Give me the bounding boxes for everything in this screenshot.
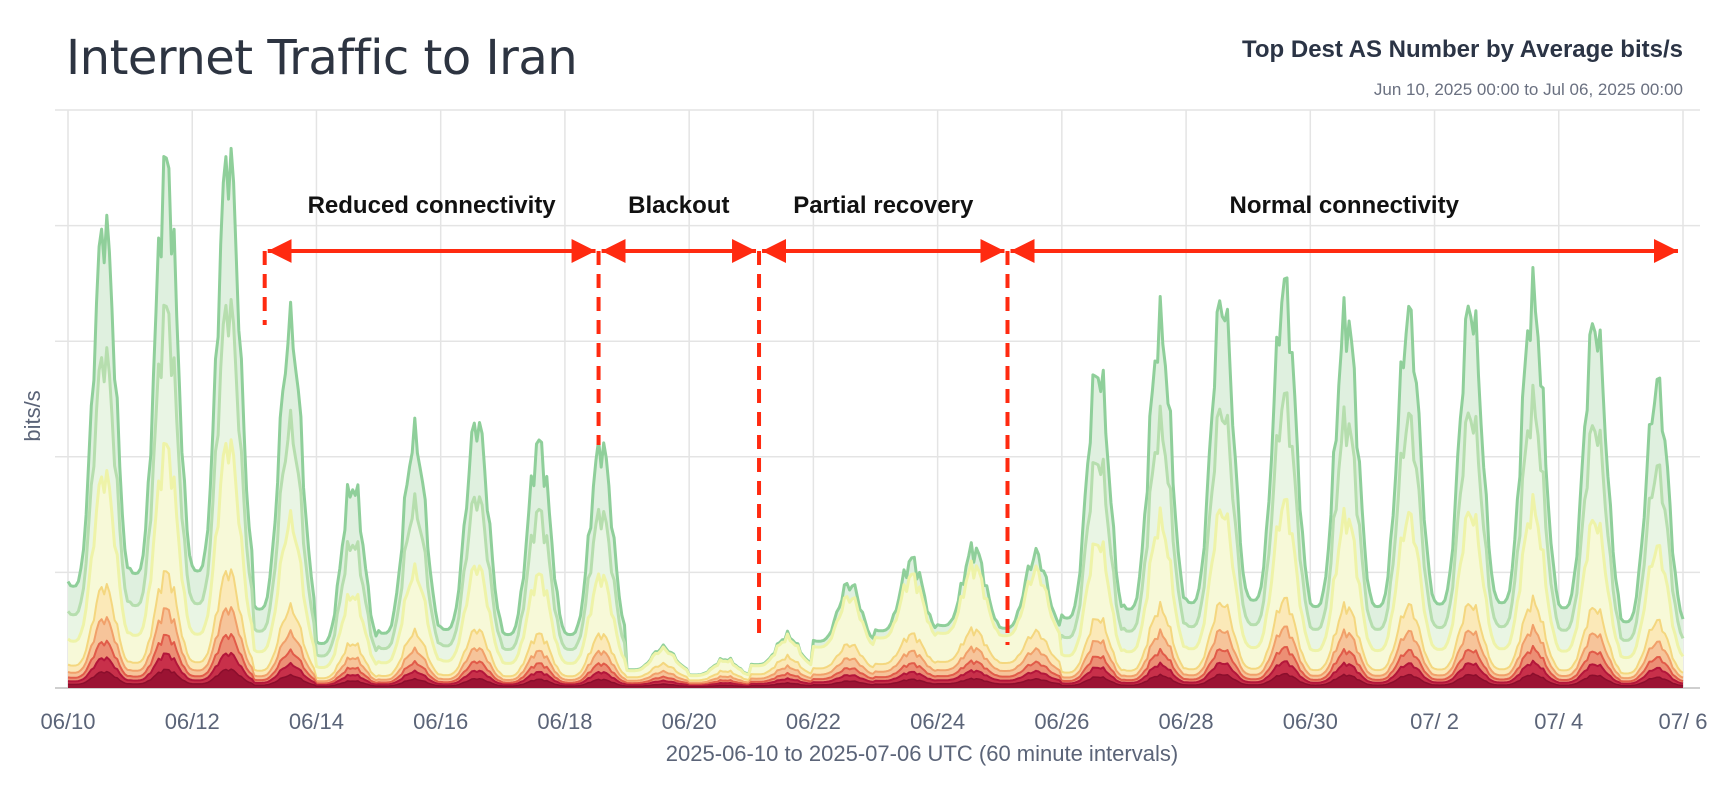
x-axis-label: 2025-06-10 to 2025-07-06 UTC (60 minute … (666, 741, 1178, 766)
x-tick-label: 06/16 (413, 709, 468, 734)
y-axis-label: bits/s (20, 390, 45, 441)
stacked-areas (66, 146, 1685, 688)
x-tick-label: 06/20 (662, 709, 717, 734)
line-series-7 (67, 651, 1684, 687)
x-tick-label: 06/26 (1034, 709, 1089, 734)
x-tick-label: 07/ 4 (1534, 709, 1583, 734)
line-series-5 (67, 606, 1684, 684)
chart-metric-title: Top Dest AS Number by Average bits/s (1242, 36, 1683, 63)
annotation-label: Blackout (628, 192, 729, 219)
annotation-label: Reduced connectivity (308, 192, 557, 219)
x-tick-label: 06/28 (1159, 709, 1214, 734)
line-series-8 (67, 668, 1684, 688)
x-tick-label: 06/24 (910, 709, 965, 734)
x-tick-label: 06/12 (165, 709, 220, 734)
x-tick-label: 07/ 2 (1410, 709, 1459, 734)
area-series-8 (68, 669, 1683, 688)
x-tick-label: 06/30 (1283, 709, 1338, 734)
annotation-label: Normal connectivity (1230, 192, 1460, 219)
chart-grid (55, 109, 1700, 689)
x-tick-label: 06/22 (786, 709, 841, 734)
x-tick-label: 06/14 (289, 709, 344, 734)
x-axis-ticks: 06/10 06/12 06/14 06/16 06/18 06/20 06/22 06/24… (40, 709, 1707, 734)
date-range-subtitle: Jun 10, 2025 00:00 to Jul 06, 2025 00:00 (1373, 80, 1683, 99)
period-annotations: Reduced connectivity Blackout Partial reco… (262, 192, 1678, 645)
x-tick-label: 06/10 (40, 709, 95, 734)
x-tick-label: 06/18 (537, 709, 592, 734)
chart-title: Internet Traffic to Iran (66, 30, 578, 86)
line-series-6 (67, 633, 1684, 686)
line-series-3 (67, 438, 1685, 678)
annotation-label: Partial recovery (793, 192, 974, 219)
line-series-1 (66, 146, 1685, 677)
x-tick-label: 07/ 6 (1659, 709, 1708, 734)
line-series-4 (67, 568, 1684, 682)
